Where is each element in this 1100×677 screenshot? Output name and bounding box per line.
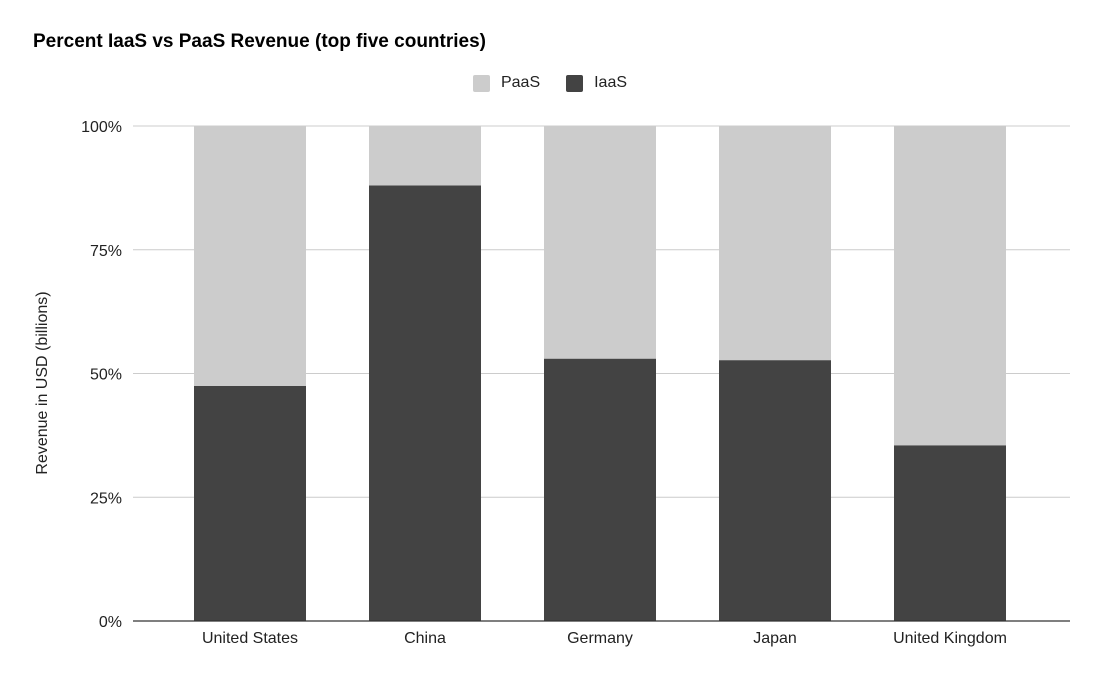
chart-title: Percent IaaS vs PaaS Revenue (top five c… bbox=[33, 31, 487, 52]
legend-label-paas: PaaS bbox=[500, 74, 541, 91]
legend: PaaS IaaS bbox=[0, 74, 1100, 92]
axes: 0% 25% 50% 75% 100% United States China Germany… bbox=[81, 119, 1070, 647]
bar-paas-united-states bbox=[194, 126, 306, 386]
y-tick-label: 25% bbox=[90, 490, 122, 507]
bar-paas-china bbox=[369, 126, 481, 186]
y-axis-label: Revenue in USD (billions) bbox=[34, 291, 51, 474]
bar-paas-united-kingdom bbox=[894, 126, 1006, 446]
x-tick-label: Germany bbox=[567, 630, 633, 647]
y-tick-label: 50% bbox=[90, 367, 122, 384]
legend-swatch-paas bbox=[472, 74, 490, 92]
legend-item-paas[interactable]: PaaS bbox=[472, 74, 541, 92]
bar-iaas-china bbox=[369, 185, 481, 621]
x-tick-label: China bbox=[404, 630, 446, 647]
legend-item-iaas[interactable]: IaaS bbox=[566, 74, 627, 92]
legend-swatch-iaas bbox=[566, 74, 584, 92]
x-tick-label: United States bbox=[202, 630, 298, 647]
bar-iaas-germany bbox=[544, 358, 656, 621]
x-tick-label: United Kingdom bbox=[893, 630, 1007, 647]
y-tick-label: 100% bbox=[81, 119, 122, 136]
x-tick-label: Japan bbox=[753, 630, 797, 647]
y-tick-label: 0% bbox=[99, 614, 122, 631]
bar-iaas-japan bbox=[719, 360, 831, 621]
bar-iaas-united-states bbox=[194, 385, 306, 621]
bar-paas-japan bbox=[719, 126, 831, 361]
bar-iaas-united-kingdom bbox=[894, 445, 1006, 621]
bars bbox=[194, 126, 1006, 621]
bar-paas-germany bbox=[544, 126, 656, 359]
legend-label-iaas: IaaS bbox=[594, 74, 628, 91]
y-tick-label: 75% bbox=[90, 243, 122, 260]
